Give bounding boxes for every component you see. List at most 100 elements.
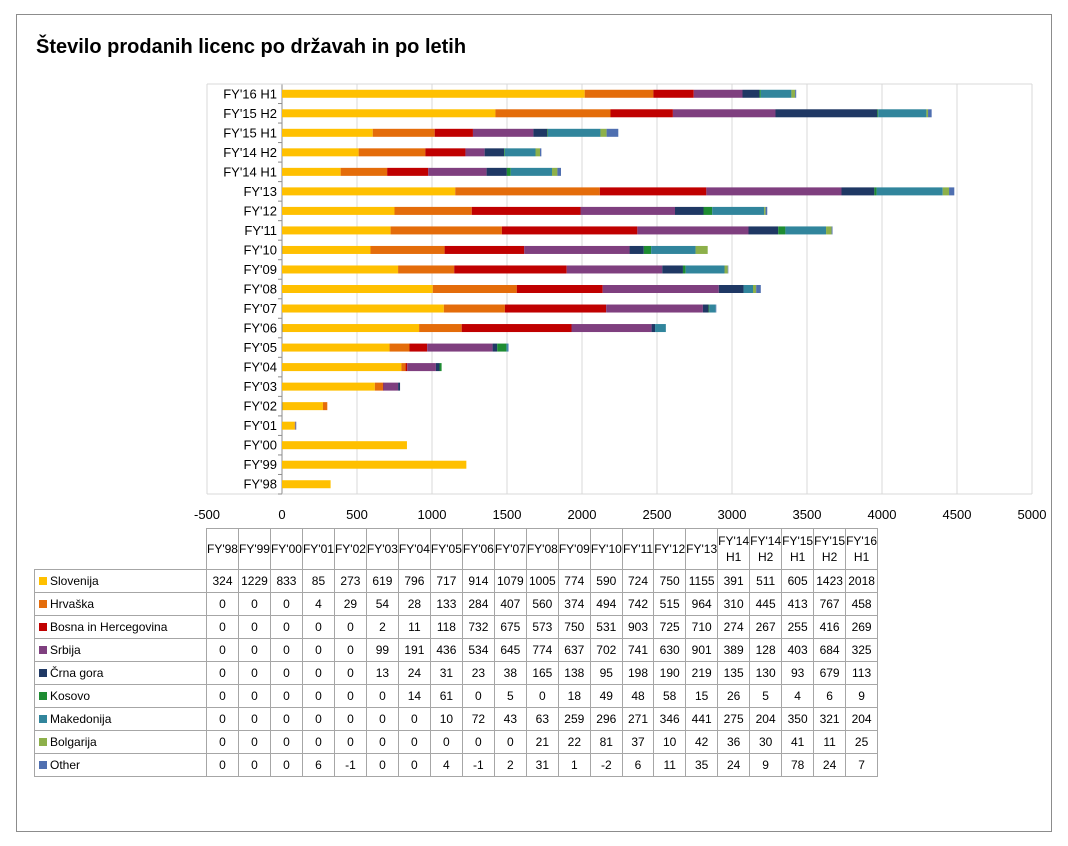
bar-segment bbox=[764, 206, 766, 215]
table-cell: 0 bbox=[333, 684, 367, 708]
bar-segment bbox=[831, 226, 833, 235]
table-cell: 22 bbox=[557, 730, 591, 754]
y-category-label: FY'11 bbox=[244, 223, 277, 238]
bar-segment bbox=[580, 206, 675, 215]
y-category-label: FY'14 H2 bbox=[223, 145, 277, 160]
legend-swatch bbox=[39, 623, 47, 631]
table-cell: -1 bbox=[333, 753, 367, 777]
table-cell: 48 bbox=[621, 684, 655, 708]
bar-segment bbox=[795, 89, 797, 98]
table-cell: 0 bbox=[461, 730, 495, 754]
series-name: Slovenija bbox=[50, 574, 99, 588]
bar-segment bbox=[942, 187, 950, 196]
table-cell: 41 bbox=[781, 730, 815, 754]
table-column-header: FY'07 bbox=[493, 528, 527, 570]
table-column-header: FY'02 bbox=[333, 528, 367, 570]
table-row: Other 0 0 0 6 -1 0 0 4 -1 2 31 1 -2 6 11 35 24 9 78 24 7 bbox=[34, 753, 879, 777]
bar-segment bbox=[282, 245, 371, 254]
table-row: Slovenija 324 1229 833 85 273 619 796 717 914 1079… bbox=[34, 569, 879, 593]
table-cell: 619 bbox=[365, 569, 399, 593]
bar-segment bbox=[504, 148, 505, 157]
table-cell: 389 bbox=[717, 638, 751, 662]
table-cell: 36 bbox=[717, 730, 751, 754]
bar-segment bbox=[506, 167, 511, 176]
x-tick-label: 1000 bbox=[418, 507, 447, 522]
bar-segment bbox=[547, 128, 601, 137]
table-cell: 724 bbox=[621, 569, 655, 593]
table-cell: 0 bbox=[429, 730, 463, 754]
table-cell: 138 bbox=[557, 661, 591, 685]
bar-segment bbox=[501, 226, 638, 235]
table-column-header: FY'15 H2 bbox=[813, 528, 847, 570]
bar-segment bbox=[566, 265, 663, 274]
bar-segment bbox=[655, 324, 666, 333]
table-cell: 321 bbox=[813, 707, 847, 731]
bar-segment bbox=[484, 148, 505, 157]
table-cell: 458 bbox=[845, 592, 879, 616]
table-cell: 0 bbox=[206, 753, 239, 777]
table-cell: 413 bbox=[781, 592, 815, 616]
table-cell: 750 bbox=[557, 615, 591, 639]
bar-segment bbox=[682, 265, 686, 274]
bar-segment bbox=[533, 128, 548, 137]
bar-segment bbox=[409, 343, 428, 352]
table-cell: 403 bbox=[781, 638, 815, 662]
table-cell: 0 bbox=[269, 753, 303, 777]
table-cell: 4 bbox=[429, 753, 463, 777]
series-name-cell: Črna gora bbox=[34, 661, 207, 685]
bar-segment bbox=[756, 285, 761, 293]
bar-segment bbox=[599, 187, 707, 196]
table-cell: 165 bbox=[525, 661, 559, 685]
bar-chart: -500 0 500 1000 1500 2000 2500 3000 3500 4000 4500… bbox=[194, 83, 1046, 522]
table-row: Bolgarija 0 0 0 0 0 0 0 0 0 0 21 22 81 37 10 42 36 30 41 11 2… bbox=[34, 730, 879, 754]
table-cell: 494 bbox=[589, 592, 623, 616]
table-row: Srbija 0 0 0 0 0 99 191 436 534 645 774 637 702 741 630… bbox=[34, 638, 879, 662]
table-column-header: FY'06 bbox=[461, 528, 495, 570]
table-cell: 269 bbox=[845, 615, 879, 639]
bar-segment bbox=[928, 109, 932, 118]
table-cell: 23 bbox=[461, 661, 495, 685]
table-cell: 0 bbox=[237, 753, 271, 777]
table-cell: 710 bbox=[685, 615, 719, 639]
x-tick-label: 3000 bbox=[718, 507, 747, 522]
table-cell: 49 bbox=[589, 684, 623, 708]
bar-segment bbox=[841, 187, 875, 196]
table-cell: 219 bbox=[685, 661, 719, 685]
table-cell: 750 bbox=[653, 569, 687, 593]
table-cell: 0 bbox=[301, 707, 335, 731]
table-cell: 717 bbox=[429, 569, 463, 593]
series-name: Makedonija bbox=[50, 712, 112, 726]
bar-segment bbox=[703, 206, 713, 215]
bar-segment bbox=[387, 167, 429, 176]
legend-swatch bbox=[39, 715, 47, 723]
y-category-label: FY'03 bbox=[243, 379, 277, 394]
y-category-label: FY'99 bbox=[243, 457, 277, 472]
bar-segment bbox=[748, 226, 779, 235]
table-cell: 0 bbox=[206, 638, 239, 662]
bar-segment bbox=[282, 109, 496, 118]
bar-segment bbox=[662, 265, 683, 274]
table-cell: 774 bbox=[557, 569, 591, 593]
bar-segment bbox=[629, 245, 644, 254]
bar-segment bbox=[637, 226, 749, 235]
x-tick-label: 2000 bbox=[568, 507, 597, 522]
bar-segment bbox=[282, 187, 456, 196]
bar-segment bbox=[785, 226, 827, 235]
table-cell: -1 bbox=[461, 753, 495, 777]
table-cell: 0 bbox=[365, 730, 399, 754]
bar-segment bbox=[606, 304, 703, 313]
table-cell: 274 bbox=[717, 615, 751, 639]
y-category-label: FY'06 bbox=[243, 321, 277, 336]
bar-segment bbox=[718, 285, 744, 293]
bar-segment bbox=[407, 363, 436, 372]
table-cell: 325 bbox=[845, 638, 879, 662]
series-name-cell: Hrvaška bbox=[34, 592, 207, 616]
bar-segment bbox=[693, 89, 743, 98]
table-cell: 1423 bbox=[813, 569, 847, 593]
table-cell: 21 bbox=[525, 730, 559, 754]
series-name: Bosna in Hercegovina bbox=[50, 620, 168, 634]
table-cell: 0 bbox=[333, 661, 367, 685]
bar-segment bbox=[282, 324, 420, 333]
y-category-label: FY'08 bbox=[243, 282, 277, 297]
table-cell: 267 bbox=[749, 615, 783, 639]
